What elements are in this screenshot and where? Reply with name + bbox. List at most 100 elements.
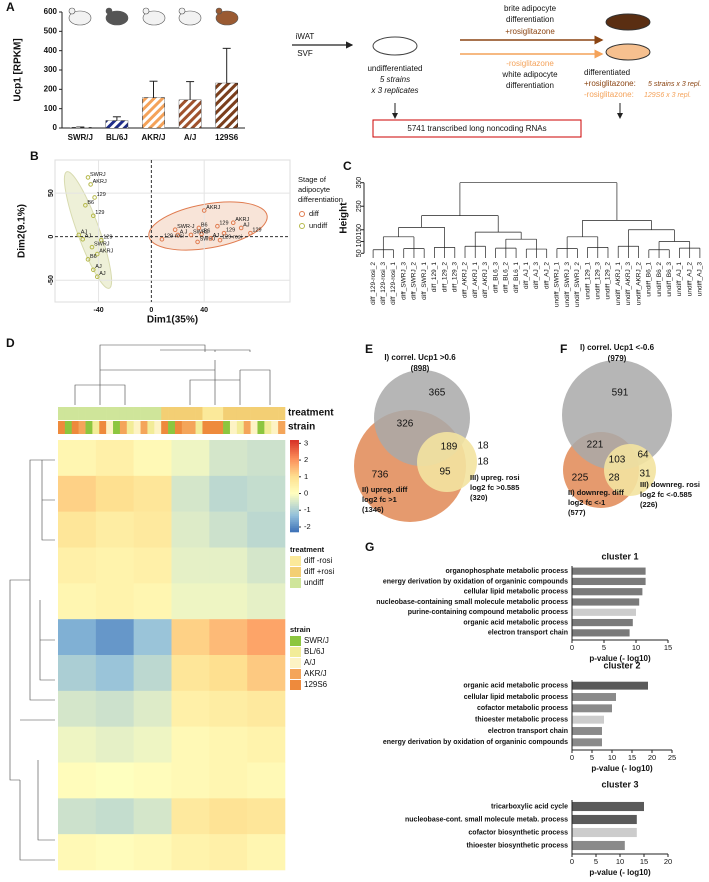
heatmap-cell [209,798,248,835]
annotation-cell [271,407,279,420]
heatmap-cell [58,619,97,656]
category-label: organophosphate metabolic process [445,568,568,575]
venn-set-label: III) downreg. rosi [640,480,700,489]
point [201,208,207,213]
point-label: AJ [81,229,88,235]
bar [572,608,636,616]
leaf-label: diff_BL6_1 [513,262,520,293]
legend-label: A/J [304,658,316,667]
heatmap-cell [95,511,134,548]
leaf-label: diff_AJ_3 [533,262,540,289]
x-tick-label: 10 [616,857,624,866]
confidence-ellipse [63,171,113,289]
colorbar-label: -2 [304,522,311,531]
bar [572,629,630,637]
colorbar-step [290,448,299,451]
venn-set-label: (226) [640,500,658,509]
leaf-label: diff_AJ_2 [543,262,550,289]
colorbar-step [290,460,299,463]
white-label: white adipocyte [501,70,558,79]
heatmap-cell [247,583,286,620]
heatmap-cell [171,511,210,548]
panel-letter: E [365,342,373,356]
venn-count: 365 [429,388,446,399]
venn-title: I) correl. Ucp1 >0.6 [384,353,456,362]
annotation-cell [154,407,162,420]
venn-circle [417,432,477,492]
leaf-label: undiff_129_1 [584,262,591,300]
annotation-cell [236,407,245,420]
bar [572,715,604,724]
point-label: 129 [95,210,104,216]
leaf-label: undiff_SWRJ_1 [554,262,561,307]
annotation-cell [126,407,134,420]
venn-count: 736 [372,470,389,481]
heatmap-cell [58,440,97,477]
colorbar-step [290,450,299,453]
point-label: AKRJ [206,205,220,211]
legend-swatch [290,556,301,566]
venn-circle [604,444,656,496]
category-label: tricarboxylic acid cycle [491,803,568,810]
heatmap-cell [209,583,248,620]
heatmap-cell [209,655,248,692]
colorbar-label: 0 [304,489,308,498]
heatmap-cell [171,690,210,727]
colorbar-step [290,456,299,459]
leaf-label: diff_129_1 [431,262,438,293]
venn-title: I) correl. Ucp1 <-0.6 [580,343,655,352]
y-tick-label: -50 [48,275,55,285]
heatmap-cell [171,547,210,584]
annotation-cell [195,421,203,434]
annotation-cell [216,421,224,434]
minus-label: -rosiglitazone [506,59,554,68]
y-tick-label: 0 [48,235,55,239]
legend-title: differentiation [298,195,343,204]
category-label: electron transport chain [488,728,568,735]
legend-label: undiff [309,221,328,230]
bar [572,693,616,701]
y-tick-label: 150 [356,224,363,236]
bar [215,82,238,129]
x-axis-title: p-value (- log10) [589,654,651,663]
colorbar-step [290,488,299,491]
heatmap-cell [133,619,172,656]
x-tick-label: 20 [648,753,656,762]
heatmap-cell [133,655,172,692]
leaf-label: diff_SWRJ_3 [400,262,407,300]
confidence-ellipse [148,201,268,251]
heatmap-cell [58,511,97,548]
venn-count: 221 [587,440,604,451]
annotation-cell [264,407,272,420]
point-label: AJ [213,233,220,239]
colorbar-step [290,454,299,457]
venn-set-label: (320) [470,493,488,502]
point [88,182,93,187]
heatmap-cell [95,798,134,835]
annotation-cell [161,407,169,420]
colorbar-step [290,444,299,447]
annotation-cell [106,421,114,434]
leaf-label: undiff_AKRJ_1 [615,262,622,306]
undiff-label: x 3 replicates [370,86,418,95]
legend-swatch [290,567,301,577]
plus-label: +rosiglitazone [505,27,555,36]
annotation-cell [202,421,210,434]
leaf-label: undiff_SWRJ_3 [564,262,571,307]
leaf-label: diff_129-rosi_3 [380,262,387,305]
bar [572,738,602,747]
heatmap-cell [133,583,172,620]
annotation-cell [71,407,79,420]
colorbar-label: 2 [304,455,308,464]
leaf-label: diff_BL6_3 [492,262,499,293]
colorbar-step [290,462,299,465]
venn-total: (979) [608,354,627,363]
category-label: cellular lipid metabolic process [464,589,568,596]
colorbar-step [290,512,299,515]
annotation-cell [58,407,66,420]
x-tick-label: 0 [149,307,153,314]
category-label: nucleobase-cont. small molecule metab. p… [405,816,568,823]
point-label: SWRJ [200,236,216,242]
colorbar-step [290,480,299,483]
